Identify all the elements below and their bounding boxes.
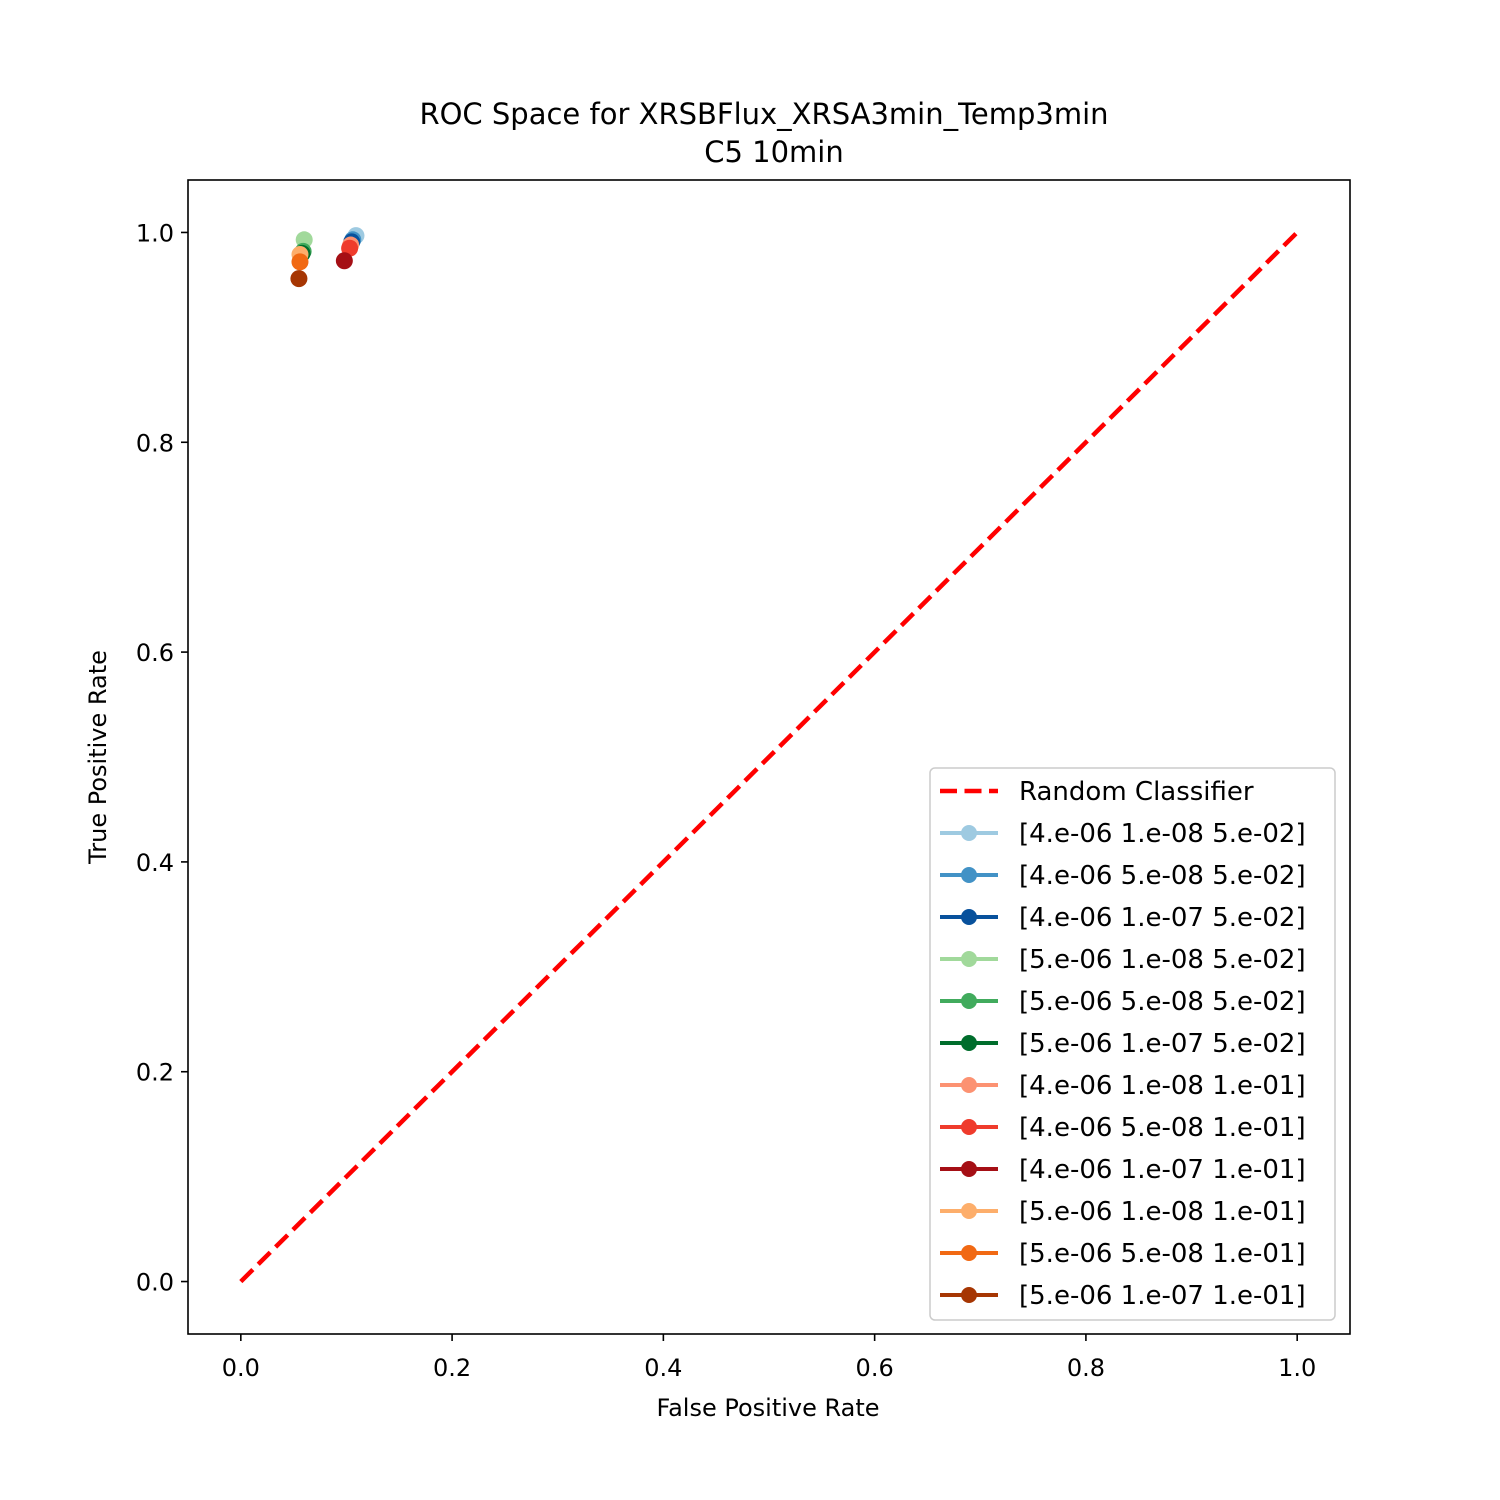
legend-marker xyxy=(961,1077,977,1093)
x-tick-label: 1.0 xyxy=(1278,1354,1316,1382)
data-point xyxy=(335,252,353,270)
x-tick-label: 0.4 xyxy=(644,1354,682,1382)
legend-label: [4.e-06 5.e-08 5.e-02] xyxy=(1019,861,1306,891)
x-tick-label: 0.2 xyxy=(433,1354,471,1382)
y-axis: 0.0 0.2 0.4 0.6 0.8 1.0 xyxy=(136,219,188,1297)
random-classifier-line xyxy=(239,230,1299,1284)
legend-marker xyxy=(961,825,977,841)
chart-title: ROC Space for XRSBFlux_XRSA3min_Temp3min xyxy=(419,97,1108,131)
legend-marker xyxy=(961,867,977,883)
legend-label: [5.e-06 1.e-08 1.e-01] xyxy=(1019,1197,1306,1227)
legend-marker xyxy=(961,1245,977,1261)
legend: Random Classifier [4.e-06 1.e-08 5.e-02] [… xyxy=(929,767,1336,1321)
legend-label: [4.e-06 1.e-08 1.e-01] xyxy=(1019,1071,1306,1101)
y-tick-label: 0.2 xyxy=(136,1059,174,1087)
legend-label: [4.e-06 1.e-07 5.e-02] xyxy=(1019,903,1306,933)
x-tick-label: 0.8 xyxy=(1067,1354,1105,1382)
data-point xyxy=(291,253,309,271)
legend-marker xyxy=(961,1161,977,1177)
x-tick-label: 0.6 xyxy=(856,1354,894,1382)
legend-marker xyxy=(961,909,977,925)
legend-label: [5.e-06 1.e-08 5.e-02] xyxy=(1019,945,1306,975)
axes-frame xyxy=(187,179,1351,1335)
legend-marker xyxy=(961,1119,977,1135)
chart-subtitle: C5 10min xyxy=(704,135,844,169)
y-tick-label: 0.6 xyxy=(136,639,174,667)
legend-label: [4.e-06 1.e-08 5.e-02] xyxy=(1019,819,1306,849)
legend-marker xyxy=(961,951,977,967)
y-tick-label: 1.0 xyxy=(136,219,174,247)
y-tick-label: 0.8 xyxy=(136,429,174,457)
legend-label: Random Classifier xyxy=(1019,777,1254,807)
legend-box xyxy=(929,767,1336,1321)
x-axis: 0.0 0.2 0.4 0.6 0.8 1.0 xyxy=(222,1334,1316,1382)
legend-label: [5.e-06 1.e-07 5.e-02] xyxy=(1019,1029,1306,1059)
x-axis-label: False Positive Rate xyxy=(656,1394,879,1422)
legend-label: [4.e-06 5.e-08 1.e-01] xyxy=(1019,1113,1306,1143)
legend-label: [4.e-06 1.e-07 1.e-01] xyxy=(1019,1155,1306,1185)
legend-label: [5.e-06 1.e-07 1.e-01] xyxy=(1019,1281,1306,1311)
legend-marker xyxy=(961,1287,977,1303)
y-tick-label: 0.0 xyxy=(136,1269,174,1297)
legend-label: [5.e-06 5.e-08 1.e-01] xyxy=(1019,1239,1306,1269)
x-tick-label: 0.0 xyxy=(222,1354,260,1382)
plot-area xyxy=(239,227,1299,1284)
legend-marker xyxy=(961,1203,977,1219)
data-point xyxy=(290,270,308,288)
legend-marker xyxy=(961,1035,977,1051)
legend-marker xyxy=(961,993,977,1009)
y-tick-label: 0.4 xyxy=(136,849,174,877)
y-axis-label: True Positive Rate xyxy=(84,650,112,865)
legend-label: [5.e-06 5.e-08 5.e-02] xyxy=(1019,987,1306,1017)
